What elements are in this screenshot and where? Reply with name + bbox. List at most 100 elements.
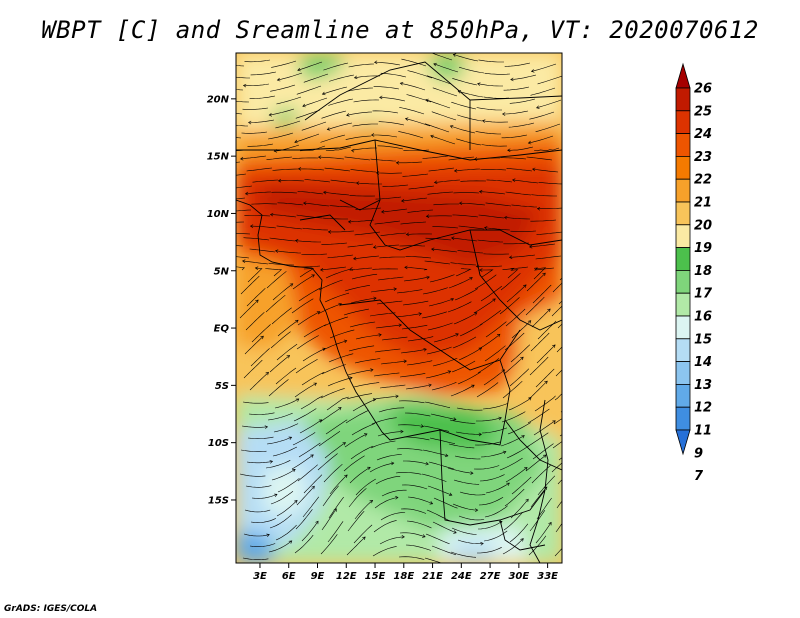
streamline [400,508,427,514]
streamline [451,527,477,535]
border-south-1 [381,419,506,446]
streamline-arrow [521,435,525,439]
streamline [374,220,401,225]
streamline [298,287,322,302]
streamline-arrow [295,398,300,402]
streamline [243,237,270,241]
streamline-arrow [217,244,220,247]
streamline [453,312,478,325]
streamline [250,71,277,76]
wbpt-fill-south-14-patch [450,540,495,563]
streamline [563,346,582,364]
streamline-arrow [395,161,400,165]
streamline [552,282,562,293]
streamline [454,455,481,460]
streamline [324,442,346,459]
streamline [404,412,431,417]
streamline [249,248,276,253]
streamline [505,308,526,327]
streamline [505,467,528,483]
streamline [323,463,343,483]
streamline [535,368,555,388]
streamline [292,432,316,446]
streamline [525,296,545,316]
border-east-1 [469,229,562,331]
streamline [484,505,508,518]
streamline [447,301,472,313]
streamline [323,191,350,196]
colorbar-swatch [675,133,691,157]
streamline-arrow [363,433,368,437]
streamline [351,423,375,436]
streamline-arrow [353,256,357,261]
streamline [424,123,450,133]
streamline [302,496,320,518]
map-frame [235,52,563,564]
streamline [473,465,500,470]
lat-tick-label: 15N [207,152,230,163]
streamline [265,460,291,469]
streamline [272,283,293,301]
streamline-arrow [479,268,483,272]
streamline [479,269,494,278]
streamline [354,75,381,79]
streamline [504,62,531,67]
streamline-arrow [242,83,247,88]
streamline [271,469,296,481]
streamline [452,214,479,218]
lon-tick-label: 6E [282,571,296,582]
streamline-arrow [343,339,348,344]
streamline [532,168,559,173]
streamline [426,215,453,217]
streamline [428,167,455,172]
streamline [372,110,399,114]
streamline [379,536,405,545]
streamline [431,111,457,121]
streamline-arrow [536,206,541,211]
streamline [327,254,354,259]
streamline [236,197,246,200]
streamline [398,400,425,404]
streamline [291,454,314,470]
colorbar-swatch [675,224,691,249]
streamline [477,547,502,554]
streamline [455,431,482,435]
streamline [381,336,408,341]
streamline [476,417,502,422]
streamline [347,510,365,532]
streamline [303,202,330,207]
streamline-arrow [423,348,427,352]
colorbar-level-label: 18 [694,264,712,279]
streamline-arrow [393,287,397,291]
streamline [266,156,293,160]
streamline-arrow [529,244,533,249]
streamline-arrow [311,274,315,278]
streamline-arrow [244,191,249,196]
streamline [320,266,347,271]
streamline [564,322,583,340]
streamline [401,58,427,67]
streamline-arrow [286,355,291,359]
colorbar-level-label: 12 [694,401,712,416]
streamline [319,407,342,423]
streamline [478,214,505,219]
streamline [244,509,271,513]
lat-tick-label: 5S [215,381,229,392]
streamline [430,135,456,145]
streamline [530,332,550,352]
streamline [272,446,298,457]
streamline-arrow [528,396,532,401]
streamline [512,179,539,184]
streamline [406,233,433,235]
streamline [425,99,451,109]
streamline-arrow [548,521,552,526]
streamline [322,340,347,351]
streamline [249,372,269,391]
streamline-arrow [478,347,483,351]
streamline [507,146,534,151]
streamline [244,59,271,63]
streamline [317,303,342,315]
streamline [395,472,422,475]
streamline [236,221,245,223]
streamline [530,87,556,96]
